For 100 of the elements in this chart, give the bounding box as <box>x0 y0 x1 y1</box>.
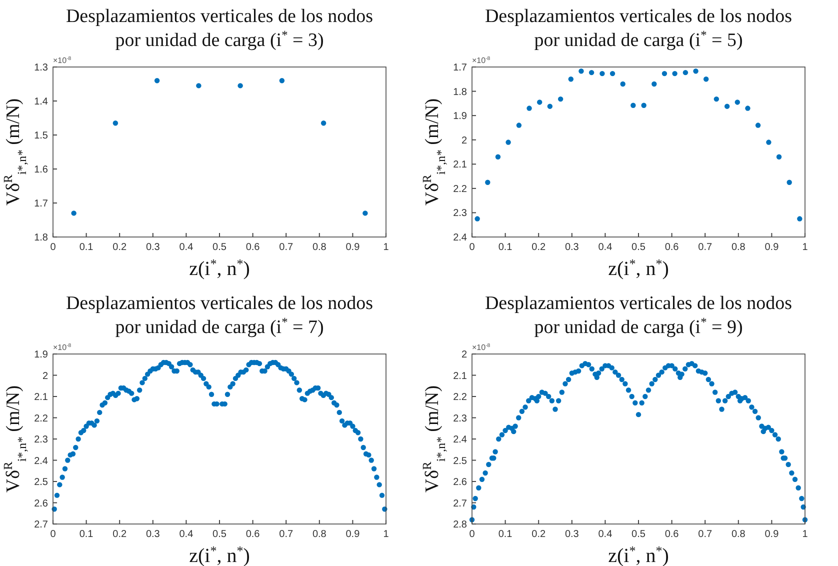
point <box>662 70 668 76</box>
point <box>704 76 709 82</box>
y-tick-label: 2.8 <box>453 520 468 530</box>
chart-title: Desplazamientos verticales de los nodos por unidad de carga (i$^{*}$ = 7) <box>66 293 374 338</box>
x-tick-label: 0.9 <box>346 242 360 253</box>
point <box>766 140 772 145</box>
x-tick-label: 0.2 <box>532 529 546 540</box>
y-tick-label: 2.6 <box>34 498 48 510</box>
x-tick-label: 1 <box>802 242 808 253</box>
point <box>714 96 720 102</box>
y-tick-label: 2.1 <box>453 370 468 382</box>
x-tick-label: 0.5 <box>632 529 646 540</box>
x-tick-label: 0.9 <box>346 529 360 540</box>
point <box>526 106 532 111</box>
x-axis-title: z(i$^{*}$, n$^{*}$) <box>189 542 250 566</box>
y-tick-label: 1.6 <box>34 164 48 176</box>
x-tick-label: 0.8 <box>731 242 746 253</box>
text: ×10$^{-8}$ <box>53 343 72 352</box>
x-tick-label: 0.5 <box>212 242 227 253</box>
chart-title: Desplazamientos verticales de los nodos por unidad de carga (i$^{*}$ = 5) <box>484 6 792 51</box>
x-tick-label: 0.5 <box>212 529 227 540</box>
y-tick-label: 1.3 <box>34 62 48 74</box>
x-axis-title: z(i$^{*}$, n$^{*}$) <box>608 256 669 280</box>
x-tick-label: 1 <box>383 242 390 253</box>
x-tick-label: 0.4 <box>598 242 613 253</box>
x-tick-label: 0.3 <box>146 242 160 253</box>
x-tick-label: 0 <box>469 529 476 540</box>
point <box>537 100 542 105</box>
y-tick-label: 2 <box>42 370 48 382</box>
y-tick-label: 1.7 <box>453 62 468 74</box>
x-tick-label: 0.7 <box>279 242 294 253</box>
point <box>154 78 160 84</box>
y-tick-label: 2.2 <box>34 413 48 424</box>
x-tick-label: 0.9 <box>764 242 780 253</box>
point <box>630 102 636 108</box>
y-tick-label: 1.8 <box>453 86 468 98</box>
x-axis-title: z(i$^{*}$, n$^{*}$) <box>189 256 250 280</box>
x-tick-label: 0.6 <box>246 529 260 540</box>
point <box>588 70 594 76</box>
point <box>641 102 646 108</box>
x-tick-label: 0.3 <box>564 529 580 540</box>
point <box>724 104 730 109</box>
y-tick-label: 2.4 <box>34 456 48 467</box>
y-tick-label: 2.6 <box>453 477 468 488</box>
point <box>672 70 678 76</box>
x-tick-label: 0.1 <box>79 529 94 540</box>
text: ×10$^{-8}$ <box>472 343 490 352</box>
point <box>755 122 761 128</box>
x-tick-label: 0 <box>50 242 56 253</box>
point <box>786 180 792 185</box>
point <box>112 120 118 126</box>
x-tick-label: 1 <box>802 529 808 540</box>
x-tick-label: 0.6 <box>246 242 260 253</box>
x-tick-label: 0.6 <box>664 529 680 540</box>
y-tick-label: 2.3 <box>453 208 468 220</box>
point <box>547 104 553 109</box>
y-tick-label: 1.8 <box>34 232 48 244</box>
point <box>693 68 698 74</box>
y-tick-label: 1.9 <box>34 350 48 360</box>
x-tick-label: 0 <box>50 529 56 540</box>
point <box>362 210 368 216</box>
x-tick-label: 0.2 <box>112 242 127 253</box>
x-tick-label: 0.6 <box>664 242 680 253</box>
point <box>71 210 76 216</box>
y-tick-label: 2.4 <box>453 434 468 446</box>
x-tick-label: 0.4 <box>179 242 194 253</box>
point <box>516 122 522 128</box>
x-tick-label: 0.9 <box>764 529 780 540</box>
x-tick-label: 0.3 <box>564 242 580 253</box>
y-tick-label: 2.2 <box>453 392 468 403</box>
point <box>620 81 626 87</box>
y-tick-label: 2.7 <box>34 520 48 530</box>
point <box>279 78 285 84</box>
y-tick-label: 1.7 <box>34 198 48 210</box>
x-tick-label: 0.1 <box>498 242 513 253</box>
chart-title: Desplazamientos verticales de los nodos por unidad de carga (i$^{*}$ = 9) <box>484 293 792 338</box>
y-tick-label: 2.1 <box>453 160 468 171</box>
x-tick-label: 0.8 <box>312 242 327 253</box>
x-tick-label: 0.4 <box>598 529 613 540</box>
x-tick-label: 0.1 <box>498 529 513 540</box>
point <box>776 154 782 160</box>
y-tick-label: 2.3 <box>453 413 468 424</box>
y-tick-label: 1.4 <box>34 96 48 108</box>
x-tick-label: 0.7 <box>279 529 294 540</box>
y-tick-label: 2 <box>461 350 468 360</box>
x-tick-label: 0.3 <box>146 529 160 540</box>
y-tick-label: 1.9 <box>453 111 468 122</box>
x-tick-label: 0.5 <box>632 242 646 253</box>
x-tick-label: 0.8 <box>312 529 327 540</box>
point <box>320 120 326 126</box>
point <box>600 70 605 76</box>
point <box>558 96 564 102</box>
text: ×10$^{-8}$ <box>53 56 72 65</box>
y-tick-label: 2.5 <box>34 477 48 488</box>
x-tick-label: 0.7 <box>698 242 712 253</box>
y-tick-label: 2.2 <box>453 184 468 195</box>
point <box>652 81 657 87</box>
point <box>568 76 574 82</box>
point <box>610 70 616 76</box>
y-tick-label: 1.5 <box>34 130 48 142</box>
